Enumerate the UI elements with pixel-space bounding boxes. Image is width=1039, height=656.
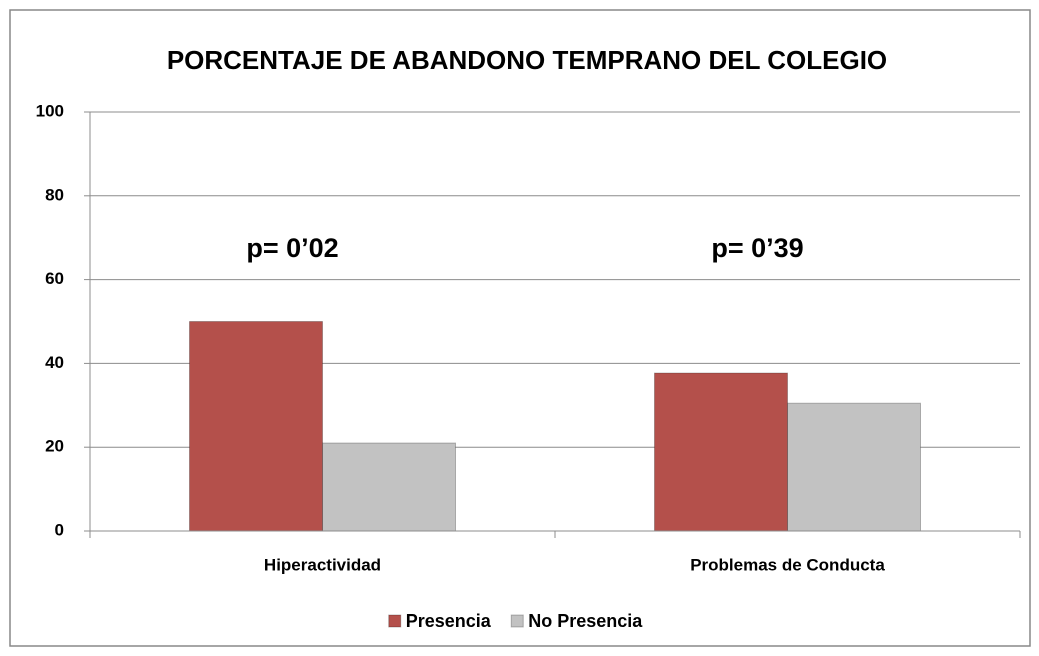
bar [189,321,323,532]
bar [787,402,921,532]
x-tick-label: Hiperactividad [264,555,381,574]
bar [654,372,788,532]
y-tick-label: 80 [45,185,64,204]
legend-label: Presencia [406,611,492,631]
legend-label: No Presencia [528,611,643,631]
y-tick-label: 20 [45,437,64,456]
chart-border [9,9,1031,647]
legend-swatch [388,614,402,628]
y-tick-label: 60 [45,269,64,288]
annotation: p= 0’02 [246,233,338,263]
annotation: p= 0’39 [711,233,803,263]
x-tick-label: Problemas de Conducta [690,555,885,574]
y-tick-label: 40 [45,353,64,372]
y-tick-label: 100 [36,101,64,120]
chart-title: PORCENTAJE DE ABANDONO TEMPRANO DEL COLE… [167,45,887,75]
legend-swatch [510,614,524,628]
bar [322,442,456,532]
y-tick-label: 0 [55,520,64,539]
